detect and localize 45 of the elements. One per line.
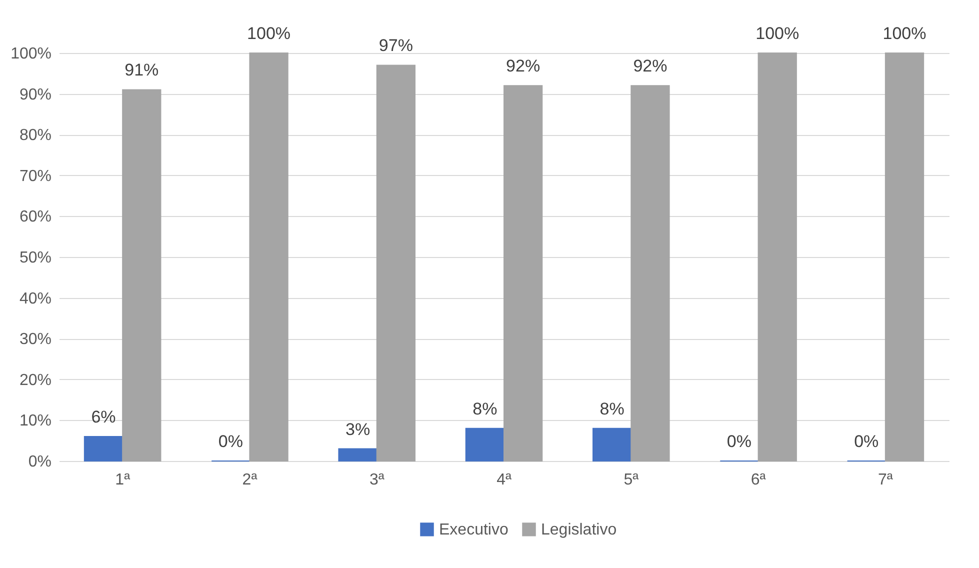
data-label: 8% (472, 399, 498, 418)
data-label: 97% (378, 36, 413, 56)
data-label: 92% (633, 56, 668, 76)
y-tick-label: 0% (28, 454, 52, 470)
y-tick-label: 30% (19, 331, 52, 348)
data-label: 91% (124, 60, 159, 80)
data-label: 100% (756, 24, 800, 43)
bar (630, 85, 670, 462)
x-tick-label: 7ª (878, 472, 893, 488)
x-tick-label: 5ª (624, 472, 639, 488)
data-label: 0% (854, 432, 879, 451)
x-tick-label: 6ª (750, 472, 766, 488)
bar (84, 436, 124, 462)
legend-label: Legislativo (541, 521, 617, 538)
bar (758, 52, 797, 462)
data-label: 6% (91, 408, 116, 427)
x-tick-label: 2ª (242, 472, 258, 488)
bar (884, 52, 924, 462)
bar (122, 89, 162, 462)
bar (504, 85, 543, 462)
data-label: 100% (247, 24, 291, 43)
x-tick-label: 4ª (496, 472, 512, 488)
data-label: 8% (600, 399, 624, 418)
y-tick-label: 40% (19, 290, 52, 308)
data-label: 0% (218, 432, 243, 451)
bar (338, 448, 378, 462)
y-tick-label: 100% (10, 46, 52, 62)
bar (592, 428, 632, 462)
legend-label: Executivo (439, 521, 508, 538)
y-tick-label: 90% (19, 86, 52, 104)
bar (465, 428, 504, 462)
y-tick-label: 80% (19, 127, 52, 144)
y-tick-label: 20% (19, 372, 52, 389)
y-tick-label: 70% (19, 168, 52, 185)
y-tick-label: 60% (19, 208, 52, 226)
data-label: 3% (345, 420, 370, 439)
data-label: 100% (882, 24, 926, 43)
x-tick-label: 3ª (369, 472, 384, 488)
bar (249, 52, 288, 462)
y-tick-label: 50% (19, 250, 52, 266)
y-tick-label: 10% (19, 412, 52, 430)
bar (376, 64, 416, 462)
data-label: 92% (506, 56, 540, 76)
data-label: 0% (726, 432, 752, 451)
x-tick-label: 1ª (115, 472, 130, 488)
